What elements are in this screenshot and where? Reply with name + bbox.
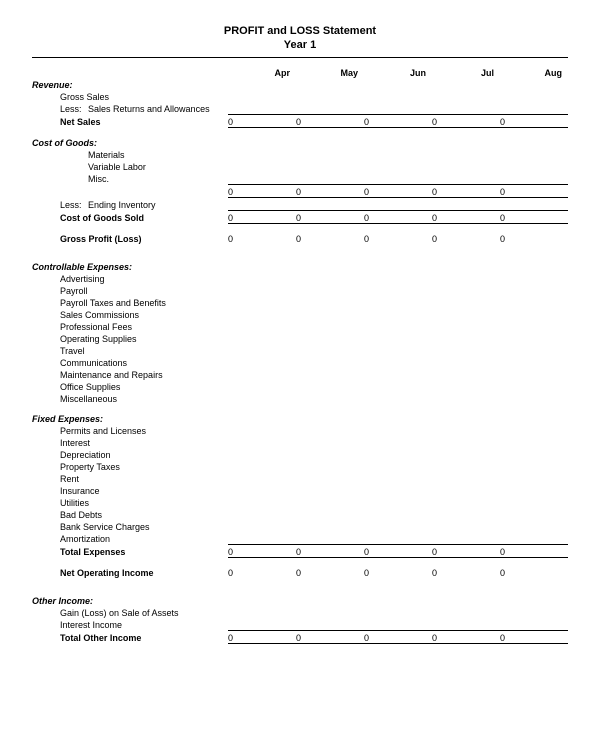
- total-other-label: Total Other Income: [60, 630, 228, 643]
- fixed-item-1: Interest: [60, 436, 228, 448]
- less-label-1: Less:: [60, 102, 88, 115]
- net-op-aug: 0: [500, 566, 568, 578]
- gain-loss-label: Gain (Loss) on Sale of Assets: [60, 606, 228, 618]
- cogs-sub-jul: 0: [432, 184, 500, 197]
- cogs-sold-jun: 0: [364, 210, 432, 223]
- net-sales-may: 0: [296, 114, 364, 127]
- ctrl-item-1: Payroll: [60, 284, 228, 296]
- ctrl-item-6: Travel: [60, 344, 228, 356]
- fixed-item-4: Rent: [60, 472, 228, 484]
- month-apr: Apr: [228, 66, 296, 78]
- ctrl-item-5: Operating Supplies: [60, 332, 228, 344]
- gross-profit-aug: 0: [500, 232, 568, 244]
- net-sales-jul: 0: [432, 114, 500, 127]
- net-op-jul: 0: [432, 566, 500, 578]
- total-exp-apr: 0: [228, 544, 296, 557]
- net-sales-label: Net Sales: [60, 114, 228, 127]
- month-header-row: Apr May Jun Jul Aug: [32, 66, 568, 78]
- ctrl-item-9: Office Supplies: [60, 380, 228, 392]
- cogs-sold-may: 0: [296, 210, 364, 223]
- fixed-header: Fixed Expenses:: [32, 412, 228, 424]
- gross-profit-may: 0: [296, 232, 364, 244]
- cogs-sold-jul: 0: [432, 210, 500, 223]
- interest-income-label: Interest Income: [60, 618, 228, 631]
- month-may: May: [296, 66, 364, 78]
- total-other-jun: 0: [364, 630, 432, 643]
- total-exp-jul: 0: [432, 544, 500, 557]
- net-op-apr: 0: [228, 566, 296, 578]
- net-sales-apr: 0: [228, 114, 296, 127]
- ctrl-item-10: Miscellaneous: [60, 392, 228, 404]
- ending-inv-label: Ending Inventory: [88, 197, 228, 210]
- cogs-sub-aug: 0: [500, 184, 568, 197]
- fixed-item-8: Bank Service Charges: [60, 520, 228, 532]
- total-exp-may: 0: [296, 544, 364, 557]
- revenue-header: Revenue:: [32, 78, 228, 90]
- controllable-header: Controllable Expenses:: [32, 260, 228, 272]
- cogs-sub-jun: 0: [364, 184, 432, 197]
- ctrl-item-7: Communications: [60, 356, 228, 368]
- ctrl-item-2: Payroll Taxes and Benefits: [60, 296, 228, 308]
- cogs-sold-aug: 0: [500, 210, 568, 223]
- gross-profit-jul: 0: [432, 232, 500, 244]
- gross-profit-jun: 0: [364, 232, 432, 244]
- fixed-item-7: Bad Debts: [60, 508, 228, 520]
- fixed-item-3: Property Taxes: [60, 460, 228, 472]
- cogs-sub-apr: 0: [228, 184, 296, 197]
- total-exp-jun: 0: [364, 544, 432, 557]
- gross-sales-label: Gross Sales: [60, 90, 228, 102]
- gross-profit-label: Gross Profit (Loss): [60, 232, 228, 244]
- cogs-sold-label: Cost of Goods Sold: [60, 210, 228, 223]
- total-exp-aug: 0: [500, 544, 568, 557]
- other-income-header: Other Income:: [32, 594, 228, 606]
- fixed-item-0: Permits and Licenses: [60, 424, 228, 436]
- cogs-header: Cost of Goods:: [32, 136, 228, 148]
- doc-title-line1: PROFIT and LOSS Statement: [32, 24, 568, 38]
- title-rule: [32, 57, 568, 58]
- net-sales-aug: 0: [500, 114, 568, 127]
- fixed-item-5: Insurance: [60, 484, 228, 496]
- gross-profit-apr: 0: [228, 232, 296, 244]
- total-other-may: 0: [296, 630, 364, 643]
- ctrl-item-3: Sales Commissions: [60, 308, 228, 320]
- fixed-item-6: Utilities: [60, 496, 228, 508]
- fixed-item-2: Depreciation: [60, 448, 228, 460]
- month-jun: Jun: [364, 66, 432, 78]
- total-expenses-label: Total Expenses: [60, 544, 228, 557]
- total-other-apr: 0: [228, 630, 296, 643]
- ctrl-item-8: Maintenance and Repairs: [60, 368, 228, 380]
- cogs-sold-apr: 0: [228, 210, 296, 223]
- pl-table: Apr May Jun Jul Aug Revenue: Gross Sales…: [32, 66, 568, 644]
- ctrl-item-0: Advertising: [60, 272, 228, 284]
- fixed-item-9: Amortization: [60, 532, 228, 545]
- materials-label: Materials: [88, 148, 228, 160]
- ctrl-item-4: Professional Fees: [60, 320, 228, 332]
- month-jul: Jul: [432, 66, 500, 78]
- less-label-2: Less:: [60, 197, 88, 210]
- total-other-jul: 0: [432, 630, 500, 643]
- cogs-sub-may: 0: [296, 184, 364, 197]
- net-op-income-label: Net Operating Income: [60, 566, 228, 578]
- returns-label: Sales Returns and Allowances: [88, 102, 228, 115]
- variable-labor-label: Variable Labor: [88, 160, 228, 172]
- misc-label: Misc.: [88, 172, 228, 185]
- net-op-jun: 0: [364, 566, 432, 578]
- month-aug: Aug: [500, 66, 568, 78]
- doc-title-line2: Year 1: [32, 38, 568, 52]
- net-sales-jun: 0: [364, 114, 432, 127]
- net-op-may: 0: [296, 566, 364, 578]
- total-other-aug: 0: [500, 630, 568, 643]
